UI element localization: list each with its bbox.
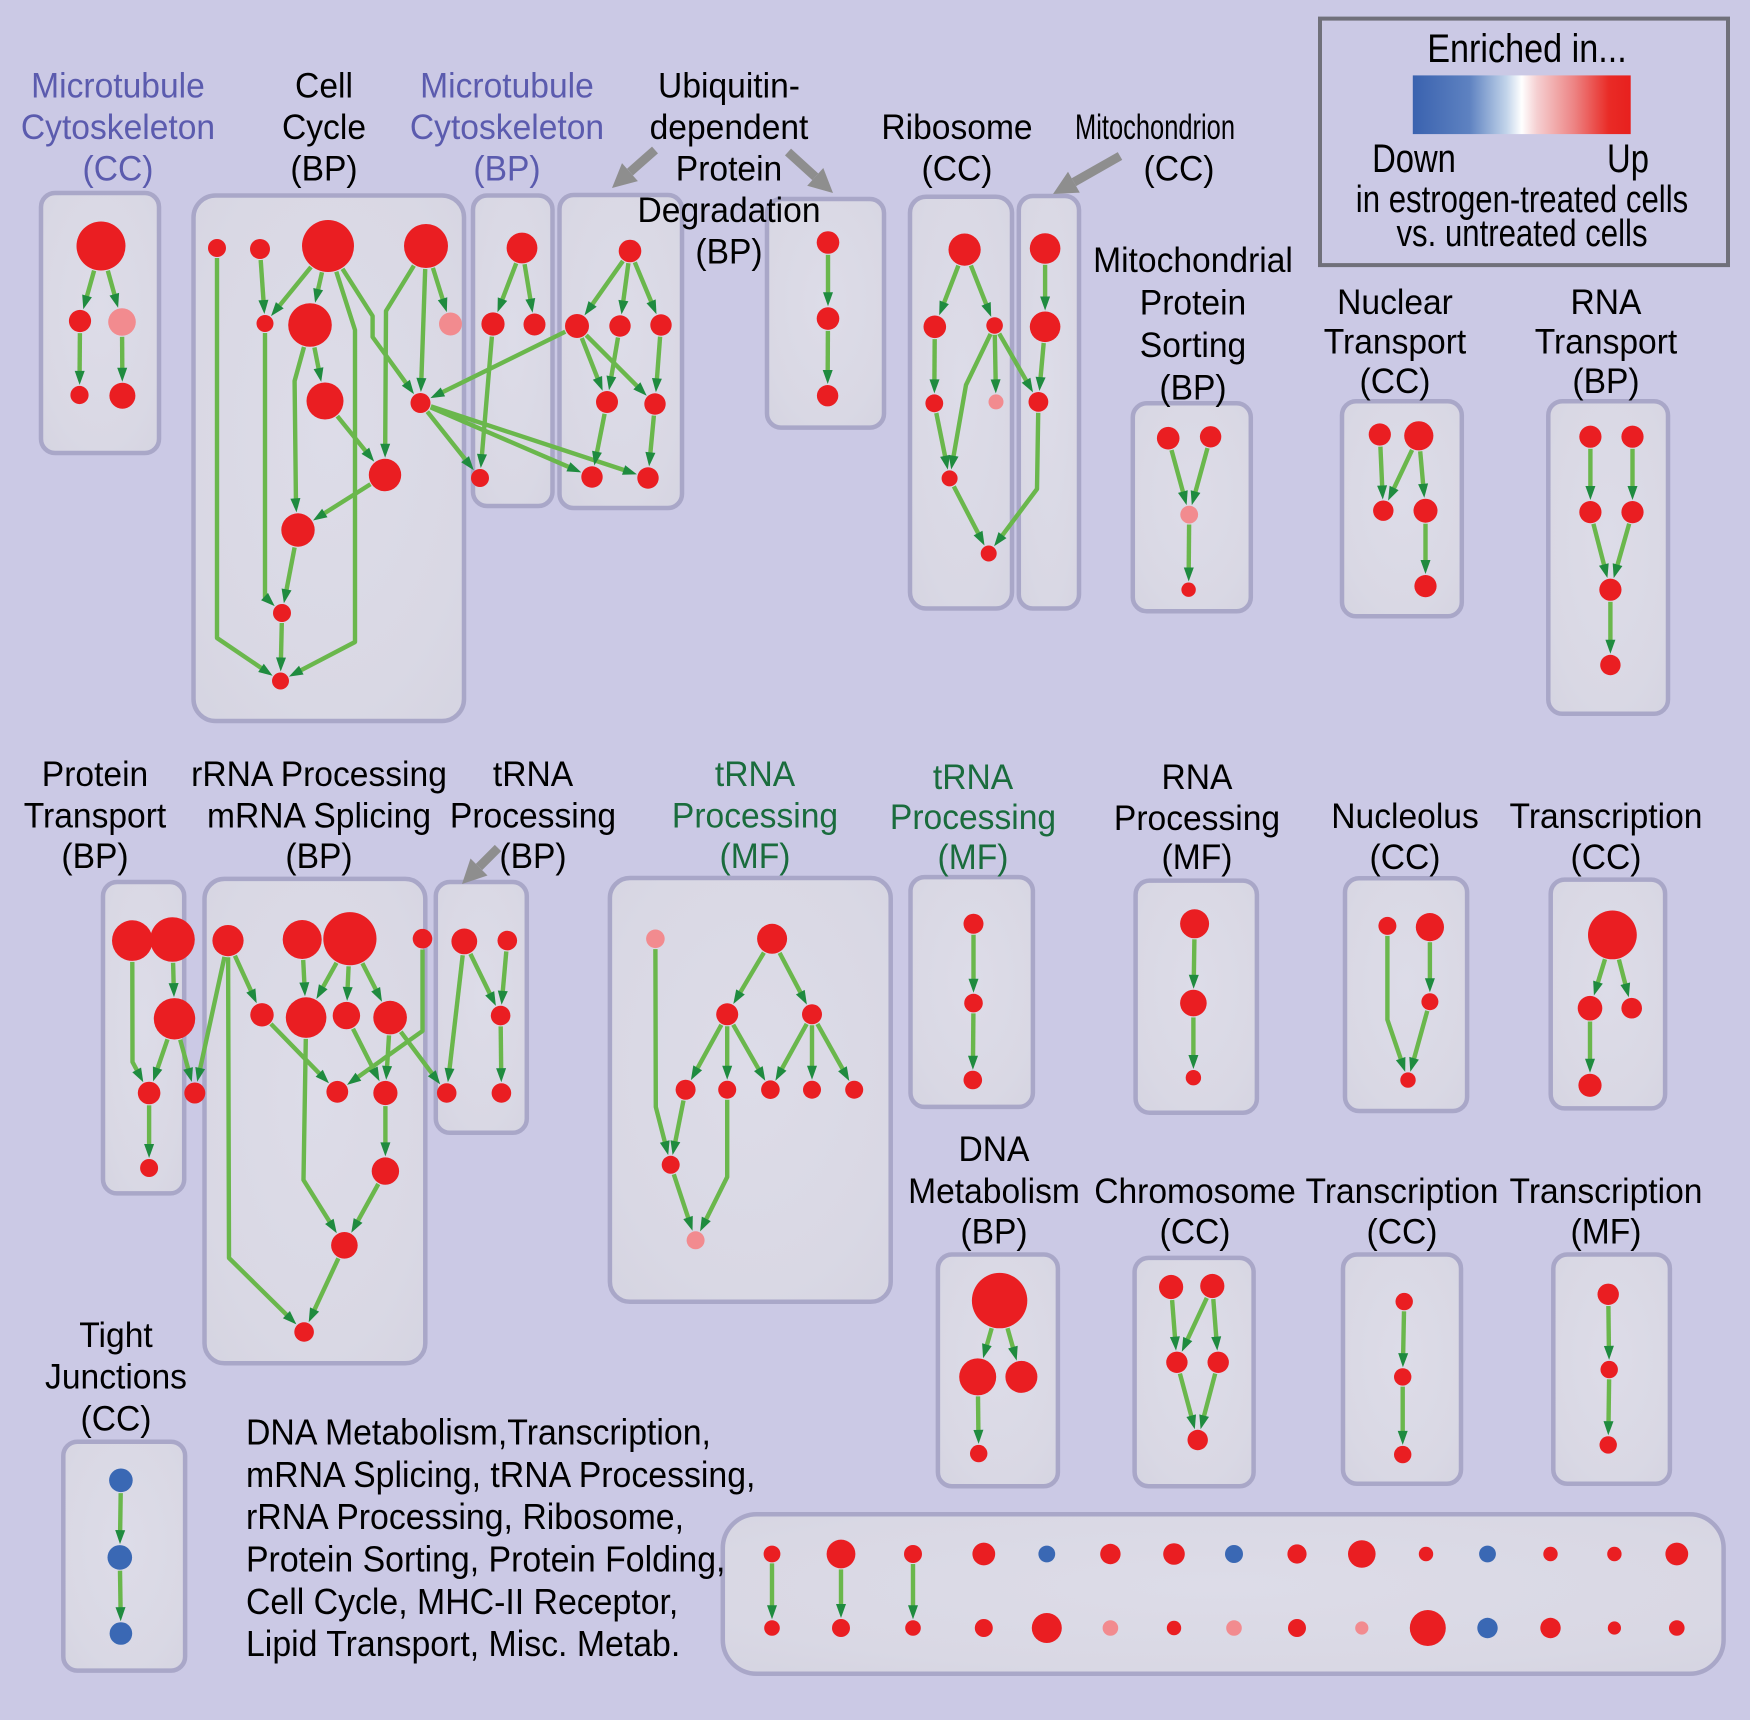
- svg-text:(BP): (BP): [285, 837, 352, 876]
- svg-text:(CC): (CC): [922, 150, 993, 189]
- svg-text:(CC): (CC): [1160, 1213, 1231, 1252]
- svg-text:Sorting: Sorting: [1140, 326, 1246, 365]
- svg-text:Metabolism: Metabolism: [908, 1172, 1080, 1211]
- svg-text:(MF): (MF): [720, 837, 791, 876]
- svg-text:(BP): (BP): [695, 233, 762, 272]
- svg-text:tRNA: tRNA: [933, 758, 1013, 797]
- svg-text:(CC): (CC): [81, 1400, 152, 1439]
- svg-text:(CC): (CC): [1144, 150, 1215, 189]
- svg-text:Transport: Transport: [1535, 323, 1678, 362]
- svg-text:Cycle: Cycle: [282, 108, 366, 147]
- svg-text:(CC): (CC): [1571, 838, 1642, 877]
- svg-text:(BP): (BP): [61, 837, 128, 876]
- svg-text:(BP): (BP): [499, 837, 566, 876]
- svg-text:(MF): (MF): [938, 838, 1009, 877]
- svg-text:Junctions: Junctions: [45, 1358, 187, 1397]
- svg-text:Cell Cycle, MHC-II Receptor,: Cell Cycle, MHC-II Receptor,: [246, 1582, 678, 1622]
- svg-text:Nucleolus: Nucleolus: [1331, 797, 1479, 836]
- svg-text:Microtubule: Microtubule: [31, 67, 205, 106]
- svg-text:mRNA Splicing: mRNA Splicing: [207, 797, 431, 836]
- svg-text:DNA Metabolism,Transcription,: DNA Metabolism,Transcription,: [246, 1413, 711, 1453]
- svg-text:Mitochondrion: Mitochondrion: [1075, 108, 1235, 147]
- svg-text:tRNA: tRNA: [715, 755, 795, 794]
- svg-text:Up: Up: [1607, 136, 1649, 181]
- svg-text:Processing: Processing: [890, 798, 1056, 837]
- svg-text:Ubiquitin-: Ubiquitin-: [658, 67, 800, 106]
- svg-text:in estrogen-treated cells: in estrogen-treated cells: [1356, 179, 1688, 221]
- svg-text:Nuclear: Nuclear: [1337, 283, 1453, 322]
- svg-text:(MF): (MF): [1162, 838, 1233, 877]
- svg-text:Transcription: Transcription: [1510, 797, 1703, 836]
- svg-text:Processing: Processing: [1114, 799, 1280, 838]
- svg-text:Transcription: Transcription: [1306, 1172, 1499, 1211]
- svg-text:Degradation: Degradation: [637, 191, 820, 230]
- svg-text:Transport: Transport: [1324, 323, 1467, 362]
- svg-text:mRNA Splicing, tRNA Processing: mRNA Splicing, tRNA Processing,: [246, 1455, 755, 1495]
- svg-text:Enriched in...: Enriched in...: [1427, 25, 1627, 70]
- svg-text:Protein: Protein: [42, 755, 148, 794]
- svg-text:(BP): (BP): [1572, 362, 1639, 401]
- svg-text:(CC): (CC): [83, 150, 154, 189]
- svg-text:(BP): (BP): [290, 150, 357, 189]
- svg-text:RNA: RNA: [1571, 283, 1642, 322]
- svg-text:(CC): (CC): [1370, 838, 1441, 877]
- svg-text:(CC): (CC): [1360, 362, 1431, 401]
- svg-text:vs. untreated cells: vs. untreated cells: [1396, 213, 1647, 255]
- svg-text:(MF): (MF): [1571, 1213, 1642, 1252]
- svg-text:Tight: Tight: [79, 1316, 153, 1355]
- svg-text:(BP): (BP): [960, 1213, 1027, 1252]
- svg-text:tRNA: tRNA: [493, 755, 573, 794]
- svg-text:RNA: RNA: [1162, 758, 1233, 797]
- svg-text:rRNA Processing: rRNA Processing: [191, 755, 447, 794]
- svg-text:DNA: DNA: [959, 1130, 1030, 1169]
- svg-text:(CC): (CC): [1367, 1213, 1438, 1252]
- svg-text:Processing: Processing: [450, 797, 616, 836]
- svg-text:Lipid Transport, Misc. Metab.: Lipid Transport, Misc. Metab.: [246, 1624, 680, 1664]
- svg-text:Processing: Processing: [672, 797, 838, 836]
- svg-text:Transcription: Transcription: [1510, 1172, 1703, 1211]
- svg-text:(BP): (BP): [473, 150, 540, 189]
- svg-text:Microtubule: Microtubule: [420, 67, 594, 106]
- svg-text:Protein Sorting, Protein Foldi: Protein Sorting, Protein Folding,: [246, 1540, 725, 1580]
- svg-text:Ribosome: Ribosome: [881, 108, 1032, 147]
- svg-text:Protein: Protein: [676, 150, 782, 189]
- svg-text:(BP): (BP): [1159, 369, 1226, 408]
- svg-text:Protein: Protein: [1140, 284, 1246, 323]
- svg-text:dependent: dependent: [650, 108, 809, 147]
- svg-text:Transport: Transport: [24, 797, 167, 836]
- svg-text:Cytoskeleton: Cytoskeleton: [21, 108, 215, 147]
- svg-text:Mitochondrial: Mitochondrial: [1093, 241, 1293, 280]
- svg-text:Cytoskeleton: Cytoskeleton: [410, 108, 604, 147]
- svg-text:rRNA Processing, Ribosome,: rRNA Processing, Ribosome,: [246, 1497, 684, 1537]
- svg-text:Down: Down: [1372, 136, 1456, 181]
- svg-text:Cell: Cell: [295, 67, 353, 106]
- svg-text:Chromosome: Chromosome: [1094, 1172, 1296, 1211]
